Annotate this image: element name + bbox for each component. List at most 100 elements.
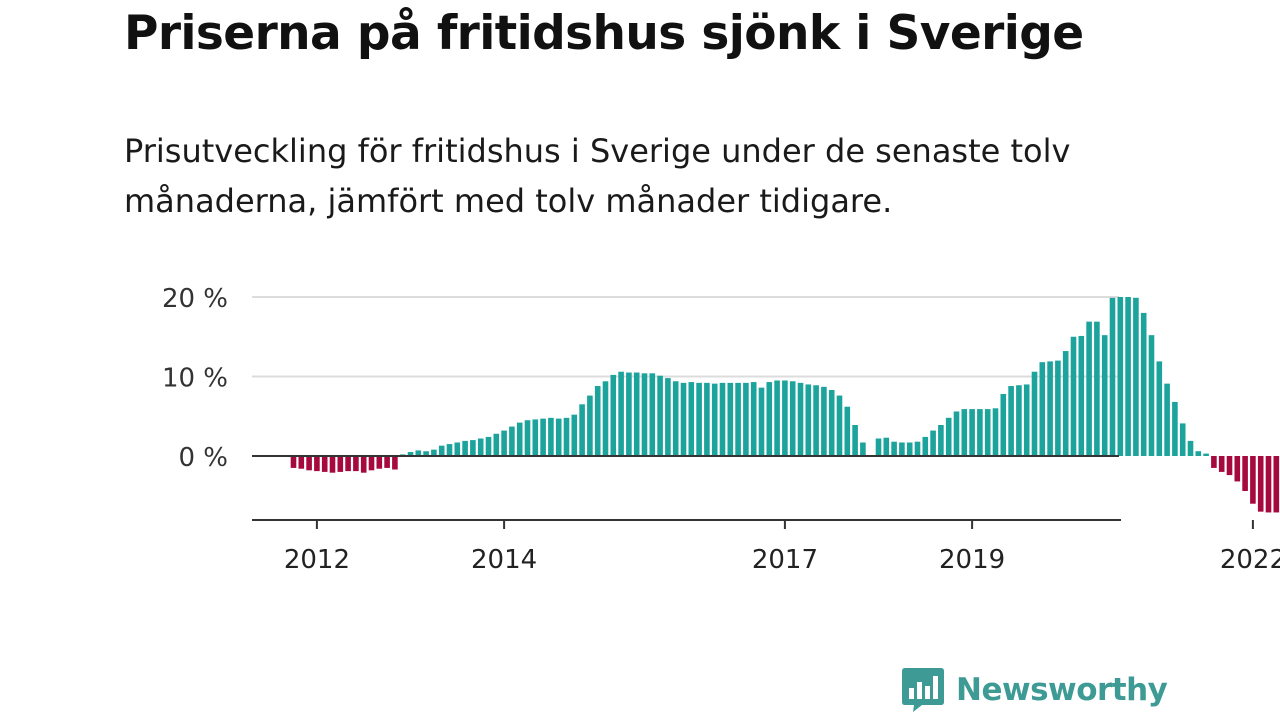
bar (1195, 451, 1202, 456)
bar (524, 420, 531, 456)
bar (727, 382, 734, 456)
bar (735, 382, 741, 456)
bar (1023, 384, 1030, 456)
bar (462, 440, 468, 456)
y-tick-label: 20 % (162, 284, 228, 314)
bar (571, 414, 578, 456)
bar (501, 430, 507, 456)
bar (540, 418, 546, 456)
bar (618, 371, 624, 456)
chart-subtitle: Prisutveckling för fritidshus i Sverige … (124, 132, 1071, 220)
bar (992, 408, 999, 456)
bar (750, 382, 757, 456)
bar (680, 382, 687, 456)
bar (1101, 335, 1108, 456)
bar (1234, 456, 1241, 482)
bar (431, 449, 437, 456)
bar (688, 382, 695, 456)
bar (1094, 321, 1100, 456)
brand-name: Newsworthy (956, 672, 1168, 708)
grid-layer (252, 296, 1119, 378)
bar (477, 438, 484, 456)
bar (1203, 453, 1209, 456)
x-tick-label: 2014 (471, 545, 537, 575)
bar (805, 384, 812, 456)
bar (392, 456, 398, 470)
bar (1133, 297, 1139, 456)
bars-layer (290, 297, 1280, 513)
bar (587, 395, 593, 456)
bar (1187, 440, 1194, 456)
bar (368, 456, 375, 471)
bar (1055, 360, 1061, 456)
chart-title: Priserna på fritidshus sjönk i Sverige (124, 6, 1084, 61)
bar (1000, 393, 1007, 456)
bar (641, 373, 648, 456)
label-layer: 20 %10 %0 %201220142017201920222024−2 % (162, 284, 1280, 575)
bar-chart-speech-bubble-icon (902, 668, 944, 712)
bar (345, 456, 351, 472)
bar (657, 375, 663, 456)
bar (290, 456, 297, 468)
bar (860, 442, 866, 456)
bar (509, 426, 515, 456)
bar (1265, 456, 1272, 513)
bar (470, 440, 476, 456)
bar (548, 417, 554, 456)
bar (922, 436, 929, 456)
x-tick-label: 2017 (752, 545, 818, 575)
bar (899, 442, 905, 456)
bar (563, 417, 570, 456)
bar (407, 452, 414, 456)
x-tick-label: 2022 (1220, 545, 1280, 575)
bar (984, 409, 991, 456)
brand: Newsworthy (902, 668, 1168, 712)
bar (1148, 335, 1155, 456)
bar (930, 430, 936, 456)
bar (766, 382, 773, 456)
bar (321, 456, 328, 472)
axis-layer (252, 455, 1254, 529)
bar (1242, 456, 1248, 491)
bar (665, 378, 671, 456)
bar (438, 445, 445, 456)
bar (555, 418, 562, 456)
bar (945, 417, 952, 456)
bar (961, 409, 968, 456)
bar (813, 385, 819, 456)
bar (649, 373, 656, 456)
bar (821, 386, 827, 456)
bar (337, 456, 344, 472)
bar (454, 442, 461, 456)
bar (1039, 362, 1046, 456)
bar (719, 382, 726, 456)
bar (774, 380, 780, 456)
bar (610, 374, 617, 456)
bar (446, 444, 453, 456)
bar (633, 372, 640, 456)
bar (594, 386, 601, 456)
bar (493, 433, 500, 456)
bar (1031, 371, 1038, 456)
bar (1125, 297, 1131, 456)
bar (602, 381, 609, 456)
bar (875, 438, 882, 456)
bar (579, 404, 585, 456)
bar (298, 456, 305, 469)
bar (360, 456, 367, 473)
bar (1070, 336, 1077, 456)
bar (516, 422, 523, 456)
bar (852, 425, 858, 456)
bar (891, 441, 897, 456)
bar (1218, 456, 1225, 472)
bar (672, 381, 679, 456)
bar (743, 382, 749, 456)
y-tick-label: 0 % (178, 443, 228, 473)
bar (1164, 383, 1170, 456)
x-tick-label: 2019 (939, 545, 1005, 575)
bar (1008, 386, 1014, 456)
bar (844, 406, 851, 456)
bar (1086, 321, 1092, 456)
bar (704, 382, 710, 456)
bar (797, 382, 804, 456)
